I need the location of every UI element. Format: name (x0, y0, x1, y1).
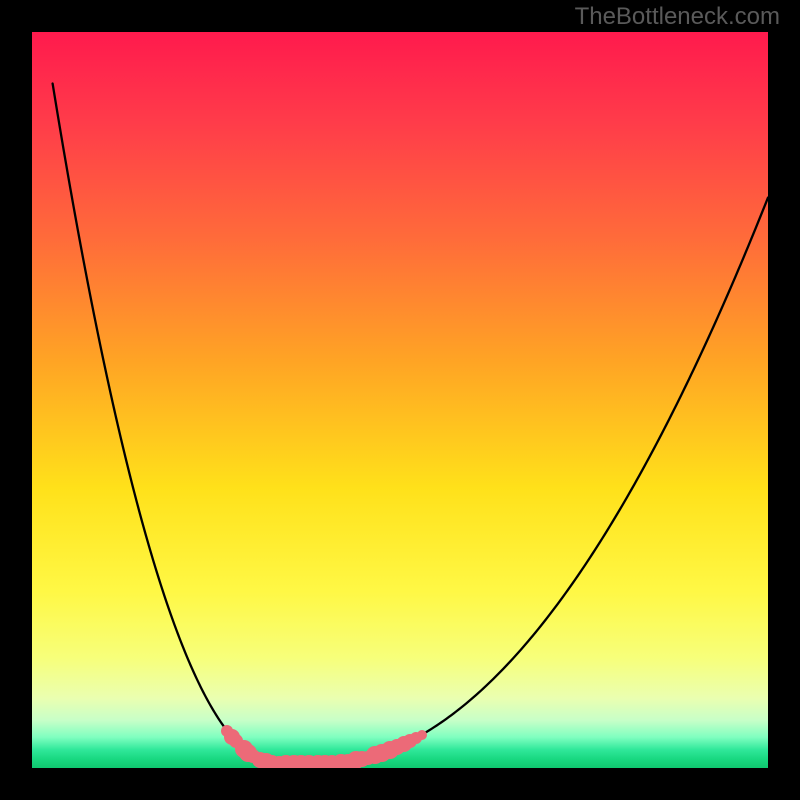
data-dot (417, 730, 427, 740)
watermark-text: TheBottleneck.com (575, 3, 780, 31)
plot-area (32, 32, 768, 768)
bottleneck-curve (32, 32, 768, 768)
curve-path (53, 84, 768, 764)
